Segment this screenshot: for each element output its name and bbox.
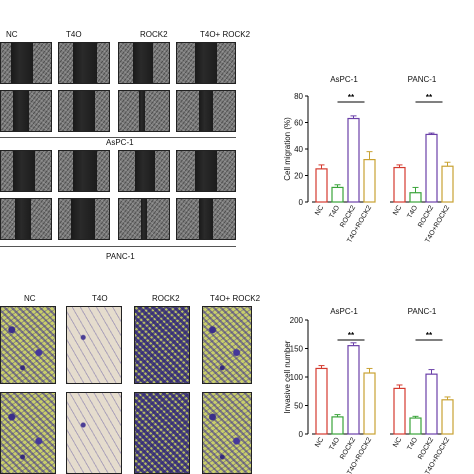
y-tick-label: 60 [294, 119, 303, 128]
wound-image-aspc1-rock2-0h [118, 42, 170, 84]
group-title: AsPC-1 [330, 75, 358, 84]
wound-image-panc1-nc-0h [0, 150, 52, 192]
wound-image-aspc1-t4o-24h [58, 90, 110, 132]
bar [394, 168, 405, 202]
transwell-col-label-rock2: ROCK2 [152, 294, 180, 303]
wound-image-panc1-rock2-0h [118, 150, 170, 192]
transwell-image-aspc1-nc [0, 306, 56, 384]
transwell-image-aspc1-rock2 [134, 306, 190, 384]
wound-image-aspc1-t4o-0h [58, 42, 110, 84]
category-label: T4O [328, 436, 341, 452]
significance-marker: ** [348, 331, 355, 340]
wound-cell-line-panc1: PANC-1 [106, 252, 135, 261]
category-label: NC [392, 437, 403, 449]
y-tick-label: 50 [294, 402, 303, 411]
wound-image-aspc1-combo-24h [176, 90, 236, 132]
y-axis-label: Cell migration (%) [283, 117, 292, 181]
category-label: NC [314, 205, 325, 217]
wound-image-aspc1-nc-0h [0, 42, 52, 84]
bar [394, 388, 405, 434]
bar [348, 346, 359, 434]
significance-marker: ** [348, 93, 355, 102]
transwell-image-aspc1-combo [202, 306, 252, 384]
bar [442, 166, 453, 202]
group-title: AsPC-1 [330, 307, 358, 316]
transwell-col-label-combo: T4O+ ROCK2 [210, 294, 260, 303]
wound-cell-line-aspc1: AsPC-1 [106, 138, 134, 147]
wound-image-panc1-combo-24h [176, 198, 236, 240]
transwell-image-aspc1-t4o [66, 306, 122, 384]
y-tick-label: 40 [294, 145, 303, 154]
bar [332, 187, 343, 202]
y-tick-label: 0 [299, 430, 304, 439]
wound-image-aspc1-rock2-24h [118, 90, 170, 132]
y-tick-label: 80 [294, 92, 303, 101]
significance-marker: ** [426, 331, 433, 340]
transwell-image-panc1-t4o [66, 392, 122, 474]
bar [426, 134, 437, 202]
bar [364, 373, 375, 434]
wound-divider-panc1 [0, 246, 236, 247]
bar [316, 368, 327, 434]
y-tick-label: 0 [299, 198, 304, 207]
category-label: T4O [406, 436, 419, 452]
category-label: T4O [406, 204, 419, 220]
bar [410, 193, 421, 202]
transwell-image-panc1-combo [202, 392, 252, 474]
wound-col-label-t4o: T4O [66, 30, 82, 39]
wound-image-panc1-rock2-24h [118, 198, 170, 240]
wound-image-aspc1-combo-0h [176, 42, 236, 84]
bar [332, 417, 343, 434]
bar [410, 418, 421, 434]
bar [316, 169, 327, 202]
y-tick-label: 200 [290, 316, 304, 325]
group-title: PANC-1 [408, 307, 437, 316]
wound-image-panc1-t4o-24h [58, 198, 110, 240]
wound-image-panc1-combo-0h [176, 150, 236, 192]
bar [348, 119, 359, 202]
category-label: NC [392, 205, 403, 217]
wound-image-panc1-t4o-0h [58, 150, 110, 192]
wound-image-aspc1-nc-24h [0, 90, 52, 132]
category-label: T4O [328, 204, 341, 220]
transwell-image-panc1-rock2 [134, 392, 190, 474]
category-label: NC [314, 437, 325, 449]
wound-col-label-nc: NC [6, 30, 18, 39]
wound-image-panc1-nc-24h [0, 198, 52, 240]
group-title: PANC-1 [408, 75, 437, 84]
bar [426, 374, 437, 434]
wound-col-label-combo: T4O+ ROCK2 [200, 30, 250, 39]
significance-marker: ** [426, 93, 433, 102]
y-tick-label: 20 [294, 172, 303, 181]
bar [364, 160, 375, 202]
transwell-image-panc1-nc [0, 392, 56, 474]
y-axis-label: Invasive cell number [283, 340, 292, 413]
bar [442, 400, 453, 434]
transwell-col-label-t4o: T4O [92, 294, 108, 303]
transwell-col-label-nc: NC [24, 294, 36, 303]
wound-col-label-rock2: ROCK2 [140, 30, 168, 39]
